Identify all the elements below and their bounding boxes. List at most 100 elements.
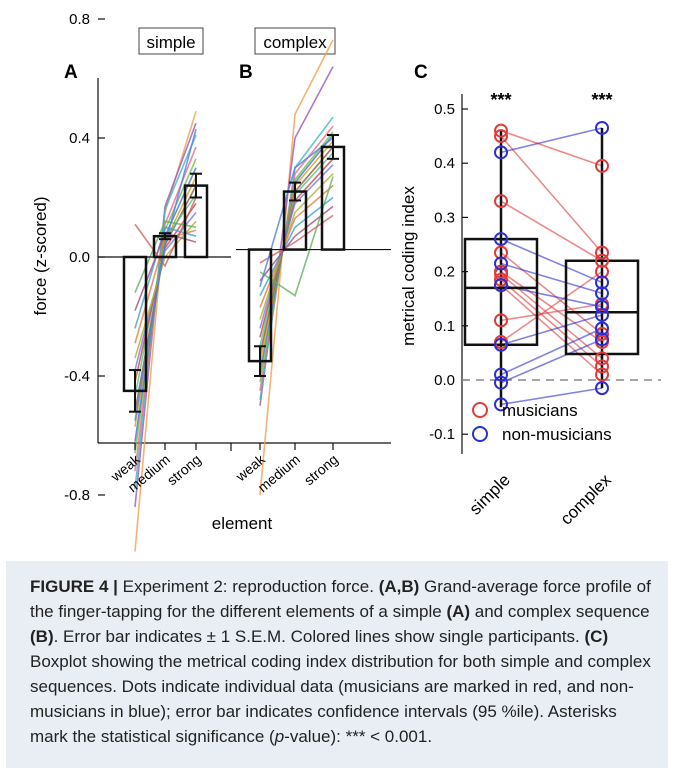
nonmusician-dot bbox=[595, 381, 609, 396]
nonmusician-dot bbox=[595, 275, 609, 290]
y-tick-label-c: -0.1 bbox=[429, 426, 455, 443]
panel-a-bars bbox=[98, 172, 231, 413]
x-tick-label: strong bbox=[164, 451, 204, 488]
participant-line bbox=[259, 39, 334, 496]
caption-ref-a: (A) bbox=[446, 602, 471, 621]
panel-c-x-ticks: simple complex bbox=[466, 470, 616, 529]
y-tick-label-c: 0.5 bbox=[434, 101, 455, 118]
musician-pair-line bbox=[500, 129, 603, 167]
legend-nonmusicians-marker bbox=[472, 426, 488, 442]
participant-line bbox=[134, 122, 197, 507]
y-tick-label-a: -0.8 bbox=[64, 487, 90, 504]
nonmusician-pair-line bbox=[500, 327, 603, 376]
nonmusician-dot bbox=[494, 367, 508, 382]
nonmusician-pair-line bbox=[500, 238, 603, 284]
y-tick-label-c: 0.1 bbox=[434, 318, 455, 335]
shared-xlabel: element bbox=[212, 514, 273, 533]
legend-musicians-marker bbox=[472, 402, 488, 418]
tag-complex-box bbox=[254, 27, 336, 55]
panel-c-boxes bbox=[463, 127, 640, 408]
musician-dot bbox=[494, 245, 508, 260]
nonmusician-dot bbox=[494, 145, 508, 160]
nonmusician-pair-line bbox=[500, 338, 603, 384]
legend-musicians: musicians bbox=[502, 401, 578, 420]
musician-pair-line bbox=[500, 303, 603, 322]
musician-pair-line bbox=[500, 279, 603, 368]
nonmusician-dot bbox=[494, 278, 508, 293]
musician-pair-line bbox=[500, 270, 603, 343]
musician-pair-line bbox=[500, 135, 603, 254]
x-tick-label-c: complex bbox=[557, 470, 616, 529]
musician-dot bbox=[494, 313, 508, 328]
panel-a-ylabel: force (z-scored) bbox=[31, 196, 50, 315]
panel-c-dots bbox=[494, 120, 609, 412]
caption-title: Experiment 2: reproduction force. bbox=[117, 577, 379, 596]
caption-p: p bbox=[274, 727, 285, 746]
y-tick-label-c: 0.4 bbox=[434, 155, 455, 172]
box bbox=[564, 259, 640, 356]
nonmusician-dot bbox=[595, 299, 609, 314]
participant-line bbox=[259, 137, 334, 287]
caption-s1: Grand-average force profile of the finge… bbox=[30, 577, 651, 621]
nonmusician-dot bbox=[595, 286, 609, 301]
legend-non-musicians: non-musicians bbox=[502, 425, 612, 444]
y-tick-label-a: -0.4 bbox=[64, 368, 90, 385]
nonmusician-dot bbox=[595, 307, 609, 322]
participant-line bbox=[134, 134, 197, 490]
nonmusician-dot bbox=[595, 321, 609, 336]
caption-ref-ab: (A,B) bbox=[378, 577, 420, 596]
legend: musicians non-musicians bbox=[472, 401, 612, 444]
y-tick-label-a: 0.8 bbox=[69, 11, 90, 28]
figure-caption: FIGURE 4 | Experiment 2: reproduction fo… bbox=[30, 574, 654, 749]
musician-dot bbox=[494, 267, 508, 282]
figure-area: simple complex A B 0.8 0.4 0.0 -0.4 -0.8 for… bbox=[6, 6, 668, 561]
musician-dot bbox=[595, 158, 609, 173]
y-tick-label-a: 0.0 bbox=[69, 249, 90, 266]
y-tick-label-a: 0.4 bbox=[69, 130, 90, 147]
musician-dot bbox=[595, 326, 609, 341]
nonmusician-dot bbox=[494, 337, 508, 352]
nonmusician-dot bbox=[494, 232, 508, 247]
panel-a-label: A bbox=[64, 62, 78, 83]
panel-a-y-ticks: 0.8 0.4 0.0 -0.4 -0.8 bbox=[64, 11, 105, 504]
panel-ab: simple complex A B 0.8 0.4 0.0 -0.4 -0.8 for… bbox=[31, 11, 391, 552]
x-tick-label-c: simple bbox=[466, 470, 514, 518]
sig-simple: *** bbox=[490, 90, 511, 110]
musician-dot bbox=[494, 129, 508, 144]
y-tick-label-c: 0.0 bbox=[434, 372, 455, 389]
box bbox=[463, 237, 539, 347]
tag-simple-box bbox=[138, 27, 204, 55]
nonmusician-pair-line bbox=[500, 262, 603, 295]
musician-dot bbox=[595, 264, 609, 279]
tag-complex: complex bbox=[263, 33, 327, 52]
panel-c: C 0.5 0.4 0.3 0.2 0.1 0.0 -0.1 metrical coding… bbox=[399, 62, 661, 529]
panel-c-ylabel: metrical coding index bbox=[399, 186, 418, 346]
figure-frame: simple complex A B 0.8 0.4 0.0 -0.4 -0.8 for… bbox=[6, 6, 668, 768]
musician-pair-line bbox=[500, 200, 603, 262]
musician-dot bbox=[494, 123, 508, 138]
musician-dot bbox=[595, 245, 609, 260]
nonmusician-pair-line bbox=[500, 387, 603, 406]
musician-dot bbox=[494, 194, 508, 209]
caption-ref-b: (B) bbox=[30, 627, 54, 646]
caption-s2: and complex sequence bbox=[470, 602, 650, 621]
musician-dot bbox=[595, 367, 609, 382]
panel-c-paired-lines bbox=[500, 127, 603, 406]
figure-4-graphic: simple complex A B 0.8 0.4 0.0 -0.4 -0.8 for… bbox=[31, 11, 661, 552]
nonmusician-dot bbox=[494, 397, 508, 412]
tag-simple: simple bbox=[146, 33, 195, 52]
panel-c-label: C bbox=[414, 62, 428, 83]
musician-dot bbox=[595, 253, 609, 268]
nonmusician-dot bbox=[595, 332, 609, 347]
nonmusician-pair-line bbox=[500, 314, 603, 346]
musician-dot bbox=[595, 359, 609, 374]
x-tick-label: strong bbox=[301, 451, 341, 488]
y-tick-label-c: 0.2 bbox=[434, 264, 455, 281]
nonmusician-dot bbox=[494, 375, 508, 390]
sig-complex: *** bbox=[591, 90, 612, 110]
nonmusician-dot bbox=[595, 120, 609, 135]
caption-s3: . Error bar indicates ± 1 S.E.M. Colored… bbox=[53, 627, 585, 646]
nonmusician-pair-line bbox=[500, 127, 603, 154]
panel-b-bars bbox=[236, 134, 391, 377]
